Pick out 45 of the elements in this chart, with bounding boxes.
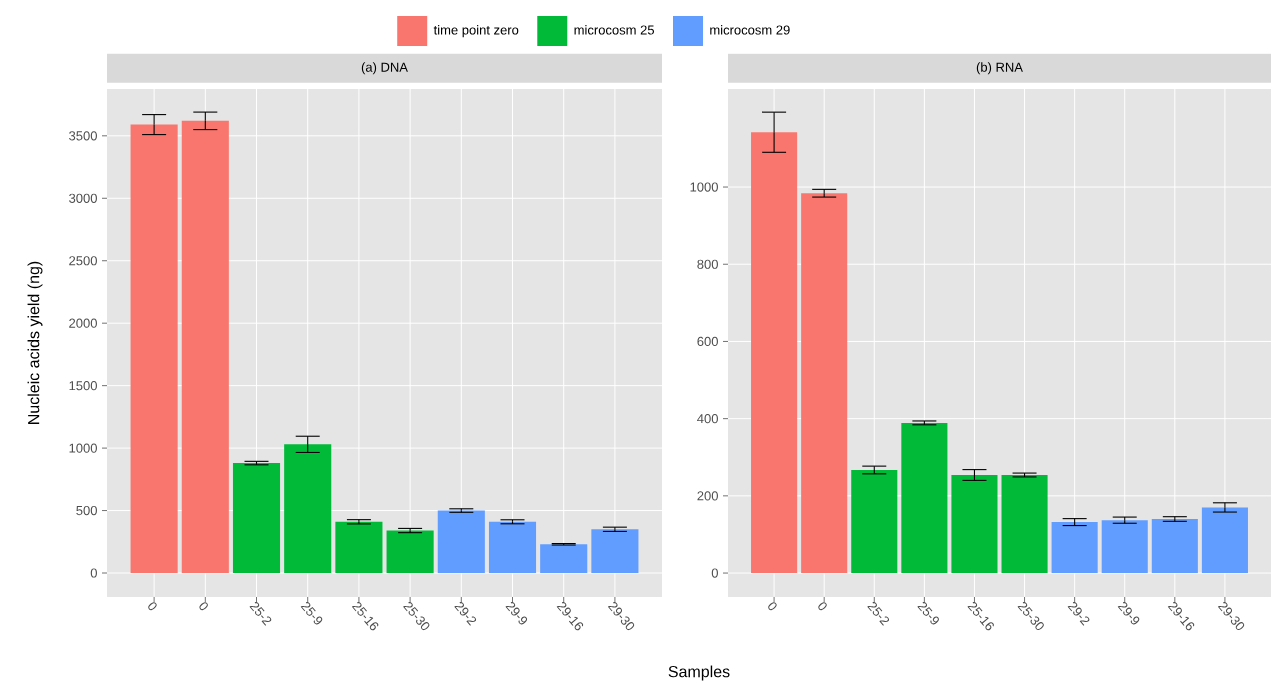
y-tick-label: 1000: [690, 182, 718, 192]
bar: [1151, 519, 1198, 574]
x-axis-title: Samples: [668, 665, 730, 681]
bar: [1051, 522, 1098, 574]
legend-label: microcosm 29: [710, 25, 790, 35]
y-tick-label: 0: [711, 568, 718, 578]
legend-label: time point zero: [433, 25, 519, 38]
y-tick-label: 400: [697, 414, 718, 424]
y-tick-label: 2500: [69, 256, 97, 266]
y-tick-label: 600: [697, 336, 718, 347]
legend-label: microcosm 25: [574, 25, 655, 35]
bar: [901, 422, 948, 574]
bar: [437, 510, 485, 573]
bar: [488, 521, 537, 573]
bar: [1101, 520, 1148, 574]
bar: [1201, 507, 1248, 574]
chart-title: (a) DNA: [361, 62, 408, 75]
bar: [851, 469, 898, 574]
bar: [130, 124, 178, 573]
y-tick-label: 3000: [69, 193, 97, 203]
bar: [232, 463, 281, 573]
y-tick-label: 500: [76, 505, 97, 516]
chart-title: (b) RNA: [976, 62, 1023, 75]
bar: [951, 475, 998, 574]
bar: [540, 544, 588, 573]
y-tick-label: 0: [90, 568, 97, 578]
y-tick-label: 200: [697, 491, 718, 501]
bar: [591, 529, 639, 573]
bar: [386, 530, 434, 573]
bar: [801, 193, 848, 574]
bar: [335, 521, 383, 573]
y-tick-label: 1500: [69, 381, 97, 391]
y-tick-label: 800: [697, 259, 718, 269]
bar: [751, 132, 798, 574]
bar: [181, 120, 229, 573]
y-tick-label: 2000: [69, 318, 97, 328]
bar: [284, 444, 332, 573]
x-tick-label: 0: [768, 602, 777, 611]
x-tick-label: 0: [199, 602, 208, 611]
x-tick-label: 0: [818, 602, 827, 611]
y-tick-label: 1000: [69, 443, 97, 453]
y-tick-label: 3500: [69, 131, 97, 141]
x-tick-label: 0: [148, 602, 157, 611]
y-axis-title: Nucleic acids yield (ng): [27, 261, 43, 424]
bar: [1001, 475, 1048, 574]
